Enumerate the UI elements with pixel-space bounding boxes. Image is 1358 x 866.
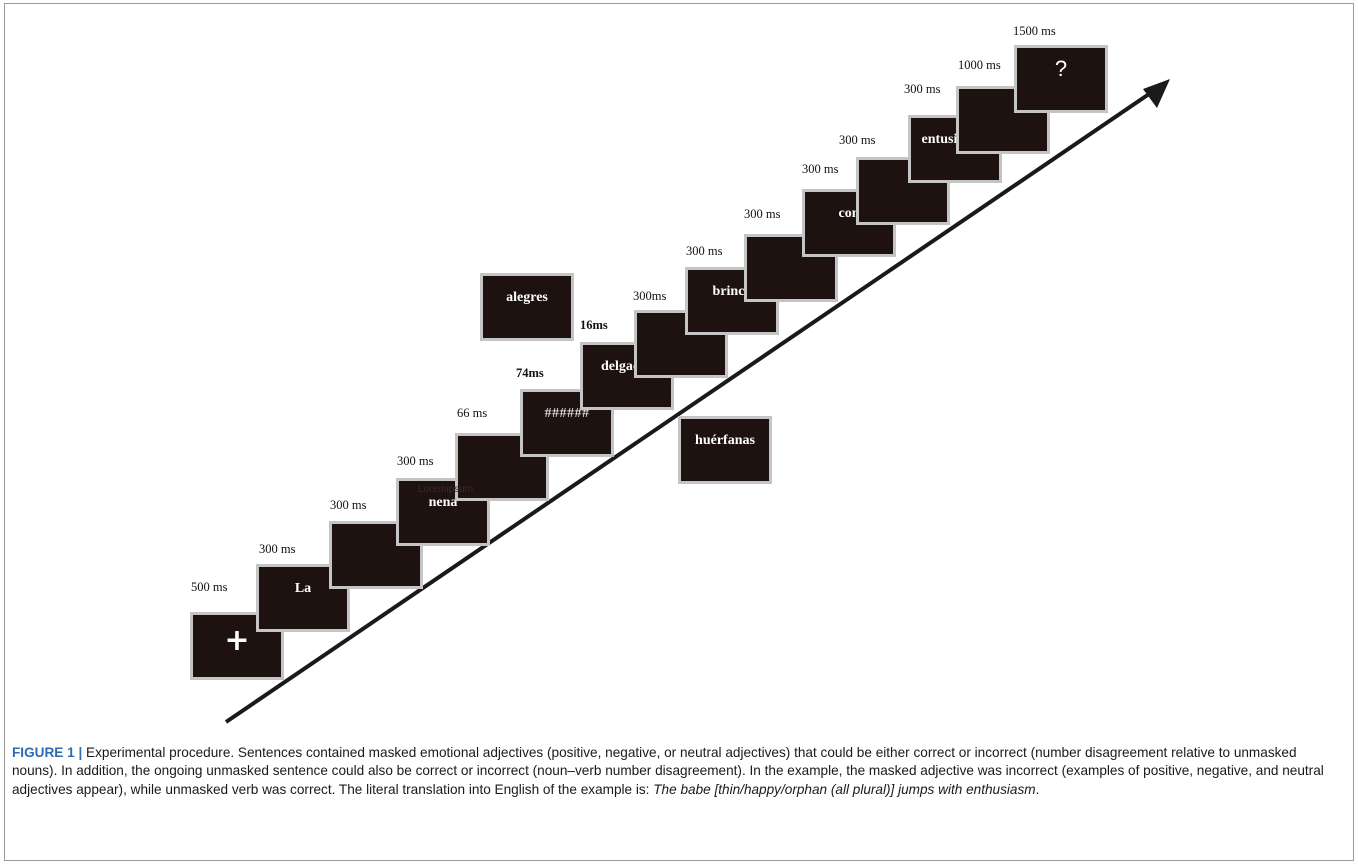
word-huerfanas: huérfanas (695, 433, 755, 448)
screen-question: ? (1014, 45, 1108, 113)
word-la: La (294, 581, 312, 596)
timing-blank-4: 300 ms (744, 207, 781, 221)
screen-nena: nena (396, 478, 490, 546)
figure-caption: FIGURE 1 | Experimental procedure. Sente… (12, 744, 1342, 799)
mask-hashes: ###### (544, 406, 590, 421)
caption-text: Experimental procedure. Sentences contai… (12, 745, 1324, 797)
timing-brinca: 300 ms (686, 244, 723, 258)
timing-blank-5: 300 ms (839, 133, 876, 147)
caption-label: FIGURE 1 | (12, 745, 83, 760)
screen-huerfanas: huérfanas (678, 416, 772, 484)
word-alegres: alegres (506, 290, 548, 305)
procedure-diagram: + La nena Loremipsum ###### delgadas ale… (190, 24, 1170, 724)
timing-nena: 300 ms (397, 454, 434, 468)
timing-entusiasmo: 300 ms (904, 82, 941, 96)
word-con: con (838, 206, 860, 221)
caption-translation: The babe [thin/happy/orphan (all plural)… (653, 781, 1036, 797)
timing-la: 300 ms (259, 542, 296, 556)
fixation-screen: + (190, 612, 284, 680)
timing-delgadas: 16ms (580, 318, 608, 332)
screen-alegres: alegres (480, 273, 574, 341)
screen-blank-4 (744, 234, 838, 302)
screen-blank-2: Loremipsum (418, 433, 549, 501)
time-arrow (224, 79, 1170, 724)
faint-watermark-text: Loremipsum (418, 484, 474, 495)
question-mark: ? (1054, 56, 1068, 81)
timing-fixation: 500 ms (191, 580, 228, 594)
timing-question: 1500 ms (1013, 24, 1056, 38)
timing-mask: 74ms (516, 366, 544, 380)
word-brinca: brinca (712, 284, 752, 299)
fixation-cross: + (224, 623, 250, 658)
timing-blank-3: 300ms (633, 289, 667, 303)
timing-con: 300 ms (802, 162, 839, 176)
timing-blank-2: 66 ms (457, 406, 488, 420)
caption-end: . (1035, 781, 1040, 797)
word-nena: nena (428, 495, 458, 510)
screen-blank-3 (634, 310, 728, 378)
timing-blank-6: 1000 ms (958, 58, 1001, 72)
timing-blank-1: 300 ms (330, 498, 367, 512)
